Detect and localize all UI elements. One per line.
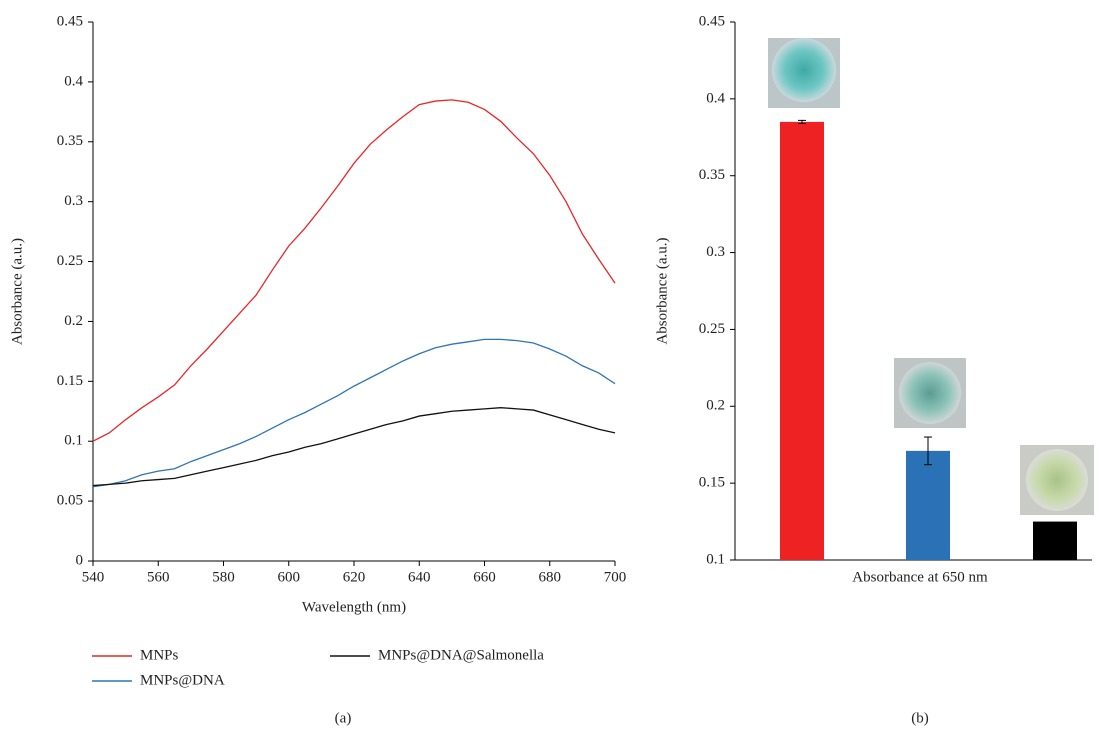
y-tick-label: 0.45 <box>57 13 83 29</box>
x-axis-label: Absorbance at 650 nm <box>852 569 988 585</box>
y-tick-label: 0.1 <box>64 433 83 449</box>
y-tick-label: 0.4 <box>64 73 83 89</box>
x-tick-label: 680 <box>539 569 562 585</box>
x-tick-label: 640 <box>408 569 431 585</box>
data-line <box>92 407 616 487</box>
y-tick-label: 0.15 <box>699 475 725 491</box>
y-tick-label: 0.35 <box>57 133 83 149</box>
y-tick-label: 0.4 <box>706 90 725 106</box>
y-tick-label: 0 <box>76 552 84 568</box>
x-axis-label: Wavelength (nm) <box>302 599 406 615</box>
y-tick-label: 0.2 <box>64 313 83 329</box>
x-tick-label: 560 <box>147 569 170 585</box>
y-tick-label: 0.45 <box>699 13 725 29</box>
data-line <box>92 99 616 442</box>
well-images <box>768 38 1094 515</box>
y-tick-label: 0.25 <box>57 253 83 269</box>
y-axis-label: Absorbance (a.u.) <box>654 237 670 344</box>
y-tick-label: 0.25 <box>699 321 725 337</box>
bar <box>780 121 824 561</box>
well <box>1026 449 1088 511</box>
well <box>899 362 961 424</box>
legend-label: MNPs <box>140 647 179 663</box>
y-tick-label: 0.2 <box>706 398 725 414</box>
x-tick-label: 540 <box>82 569 105 585</box>
x-tick-label: 580 <box>212 569 235 585</box>
y-tick-label: 0.1 <box>706 551 725 567</box>
caption: (a) <box>335 710 352 726</box>
legend-label: MNPs@DNA <box>140 672 225 688</box>
y-tick-label: 0.05 <box>57 493 83 509</box>
y-tick-label: 0.15 <box>57 373 83 389</box>
legend-label: MNPs@DNA@Salmonella <box>378 647 544 663</box>
bar <box>906 450 950 560</box>
y-tick-label: 0.3 <box>64 193 83 209</box>
x-tick-label: 600 <box>278 569 301 585</box>
y-tick-label: 0.3 <box>706 244 725 260</box>
caption: (b) <box>911 710 929 726</box>
y-axis-label: Absorbance (a.u.) <box>9 238 25 345</box>
bar <box>1033 521 1077 560</box>
y-tick-label: 0.35 <box>699 167 725 183</box>
data-line <box>92 338 616 488</box>
x-tick-label: 620 <box>343 569 366 585</box>
x-tick-label: 660 <box>473 569 496 585</box>
well <box>772 38 836 102</box>
x-tick-label: 700 <box>604 569 627 585</box>
